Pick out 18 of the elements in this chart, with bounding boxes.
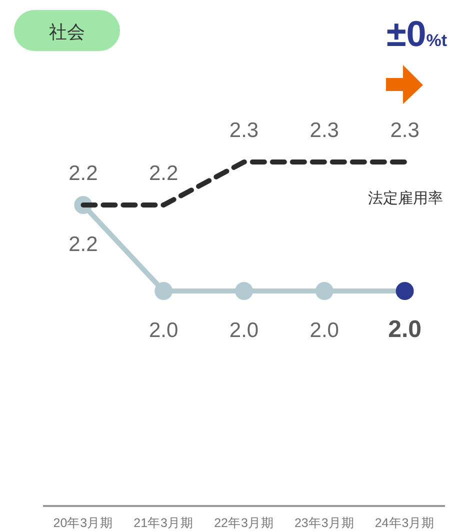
x-tick-label: 22年3月期	[214, 516, 274, 530]
text: ±0%t	[386, 13, 448, 54]
x-tick-label: 23年3月期	[294, 516, 354, 530]
x-tick-label: 24年3月期	[374, 516, 435, 530]
data-label: 2.3	[229, 119, 259, 142]
data-label: 2.0	[388, 316, 422, 343]
data-label: 2.2	[68, 233, 98, 256]
series-label: 法定雇用率	[368, 190, 443, 207]
data-label: 2.3	[390, 119, 420, 142]
data-label: 2.3	[310, 119, 339, 142]
data-label: 2.2	[149, 162, 178, 185]
data-label: 2.2	[68, 162, 98, 185]
data-label: 2.0	[149, 319, 178, 342]
chart-title: 社会	[49, 22, 85, 42]
x-tick-label: 20年3月期	[53, 516, 114, 530]
data-label: 2.0	[310, 319, 339, 342]
x-tick-label: 21年3月期	[134, 516, 194, 530]
data-label: 2.0	[229, 319, 259, 342]
